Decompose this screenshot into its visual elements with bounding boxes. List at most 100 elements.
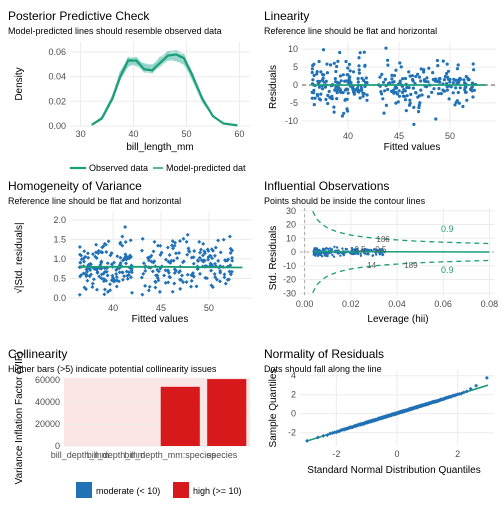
- homogeneity-point: [86, 251, 90, 255]
- ppc-x-tick-label: 30: [76, 129, 86, 139]
- linearity-point: [349, 69, 352, 72]
- homogeneity-point: [175, 256, 179, 260]
- homogeneity-point: [213, 272, 217, 276]
- linearity-point: [378, 76, 381, 79]
- linearity-point: [335, 65, 338, 68]
- ppc-y-tick-label: 0.06: [48, 47, 66, 57]
- linearity-point: [412, 87, 415, 90]
- homogeneity-point: [216, 259, 220, 263]
- homogeneity-point: [190, 279, 194, 283]
- ppc-y-tick-label: 0.00: [48, 121, 66, 131]
- lin-y-tick-label: -10: [285, 116, 298, 126]
- linearity-point: [337, 87, 340, 90]
- linearity-point: [394, 91, 397, 94]
- homogeneity-point: [114, 272, 118, 276]
- homogeneity-point: [143, 284, 147, 288]
- linearity-point: [392, 89, 395, 92]
- influential-point: [368, 249, 370, 251]
- legend-label-moderate: moderate (< 10): [96, 486, 160, 496]
- homogeneity-point: [130, 291, 134, 295]
- homogeneity-point: [78, 245, 82, 249]
- influential-point: [331, 248, 333, 250]
- ppc-subtitle: Model-predicted lines should resemble ob…: [8, 26, 222, 36]
- linearity-point: [357, 64, 360, 67]
- linearity-subtitle: Reference line should be flat and horizo…: [264, 26, 437, 36]
- homogeneity-point: [124, 261, 128, 265]
- linearity-point: [456, 67, 459, 70]
- linearity-point: [326, 102, 329, 105]
- linearity-point: [341, 114, 344, 117]
- inf-y-tick-label: 20: [286, 220, 296, 230]
- linearity-point: [464, 86, 467, 89]
- inf-y-tick-label: -30: [283, 288, 296, 298]
- linearity-point: [412, 106, 415, 109]
- homogeneity-point: [186, 273, 190, 277]
- homogeneity-point: [209, 269, 213, 273]
- linearity-point: [423, 80, 426, 83]
- linearity-point: [416, 73, 419, 76]
- homogeneity-point: [91, 252, 95, 256]
- homogeneity-point: [192, 262, 196, 266]
- inf-y-tick-label: -20: [283, 275, 296, 285]
- homogeneity-point: [185, 240, 189, 244]
- collinearity-x-tick-label: species: [207, 450, 238, 460]
- linearity-point: [417, 110, 420, 113]
- linearity-point: [398, 95, 401, 98]
- nor-y-tick-label: -2: [288, 428, 296, 438]
- linearity-point: [386, 64, 389, 67]
- linearity-point: [438, 77, 441, 80]
- homogeneity-point: [95, 288, 99, 292]
- homogeneity-point: [177, 251, 181, 255]
- homogeneity-smooth-line: [80, 267, 243, 268]
- linearity-point: [419, 89, 422, 92]
- inf-x-tick-label: 0.00: [296, 299, 314, 309]
- homogeneity-point: [126, 277, 130, 281]
- influential-point: [313, 254, 315, 256]
- hom-y-tick-label: 0.0: [53, 293, 66, 303]
- linearity-point: [438, 81, 441, 84]
- linearity-point: [332, 106, 335, 109]
- linearity-point: [437, 87, 440, 90]
- homogeneity-point: [92, 277, 96, 281]
- homogeneity-point: [168, 253, 172, 257]
- influential-point: [333, 256, 335, 258]
- lin-y-tick-label: -5: [290, 98, 298, 108]
- inf-x-tick-label: 0.06: [434, 299, 452, 309]
- linearity-point: [407, 70, 410, 73]
- influential-point: [317, 254, 319, 256]
- influential-y-label: Std. Residuals: [268, 226, 279, 290]
- linearity-point: [346, 66, 349, 69]
- hom-y-tick-label: 1.5: [53, 234, 66, 244]
- linearity-point: [348, 77, 351, 80]
- linearity-point: [311, 97, 314, 100]
- legend-swatch-moderate: [76, 482, 92, 498]
- homogeneity-point: [90, 285, 94, 289]
- linearity-point: [325, 63, 328, 66]
- linearity-point: [421, 93, 424, 96]
- col-y-tick-label: 60000: [35, 375, 60, 385]
- linearity-point: [390, 77, 393, 80]
- normality-x-label: Standard Normal Distribution Quantiles: [307, 465, 480, 476]
- linearity-point: [416, 96, 419, 99]
- ppc-title: Posterior Predictive Check: [8, 9, 150, 23]
- influential-contour-label-upper: 0.9: [441, 224, 454, 234]
- linearity-point: [344, 60, 347, 63]
- normality-point: [485, 376, 489, 380]
- influential-point: [360, 255, 362, 257]
- homogeneity-point: [147, 288, 151, 292]
- linearity-point: [452, 91, 455, 94]
- homogeneity-point: [94, 243, 98, 247]
- linearity-point: [386, 88, 389, 91]
- homogeneity-point: [162, 274, 166, 278]
- influential-point: [341, 247, 343, 249]
- linearity-point: [336, 81, 339, 84]
- linearity-point: [343, 99, 346, 102]
- linearity-point: [459, 86, 462, 89]
- linearity-point: [365, 99, 368, 102]
- linearity-point: [386, 59, 389, 62]
- linearity-point: [357, 80, 360, 83]
- linearity-point: [338, 51, 341, 54]
